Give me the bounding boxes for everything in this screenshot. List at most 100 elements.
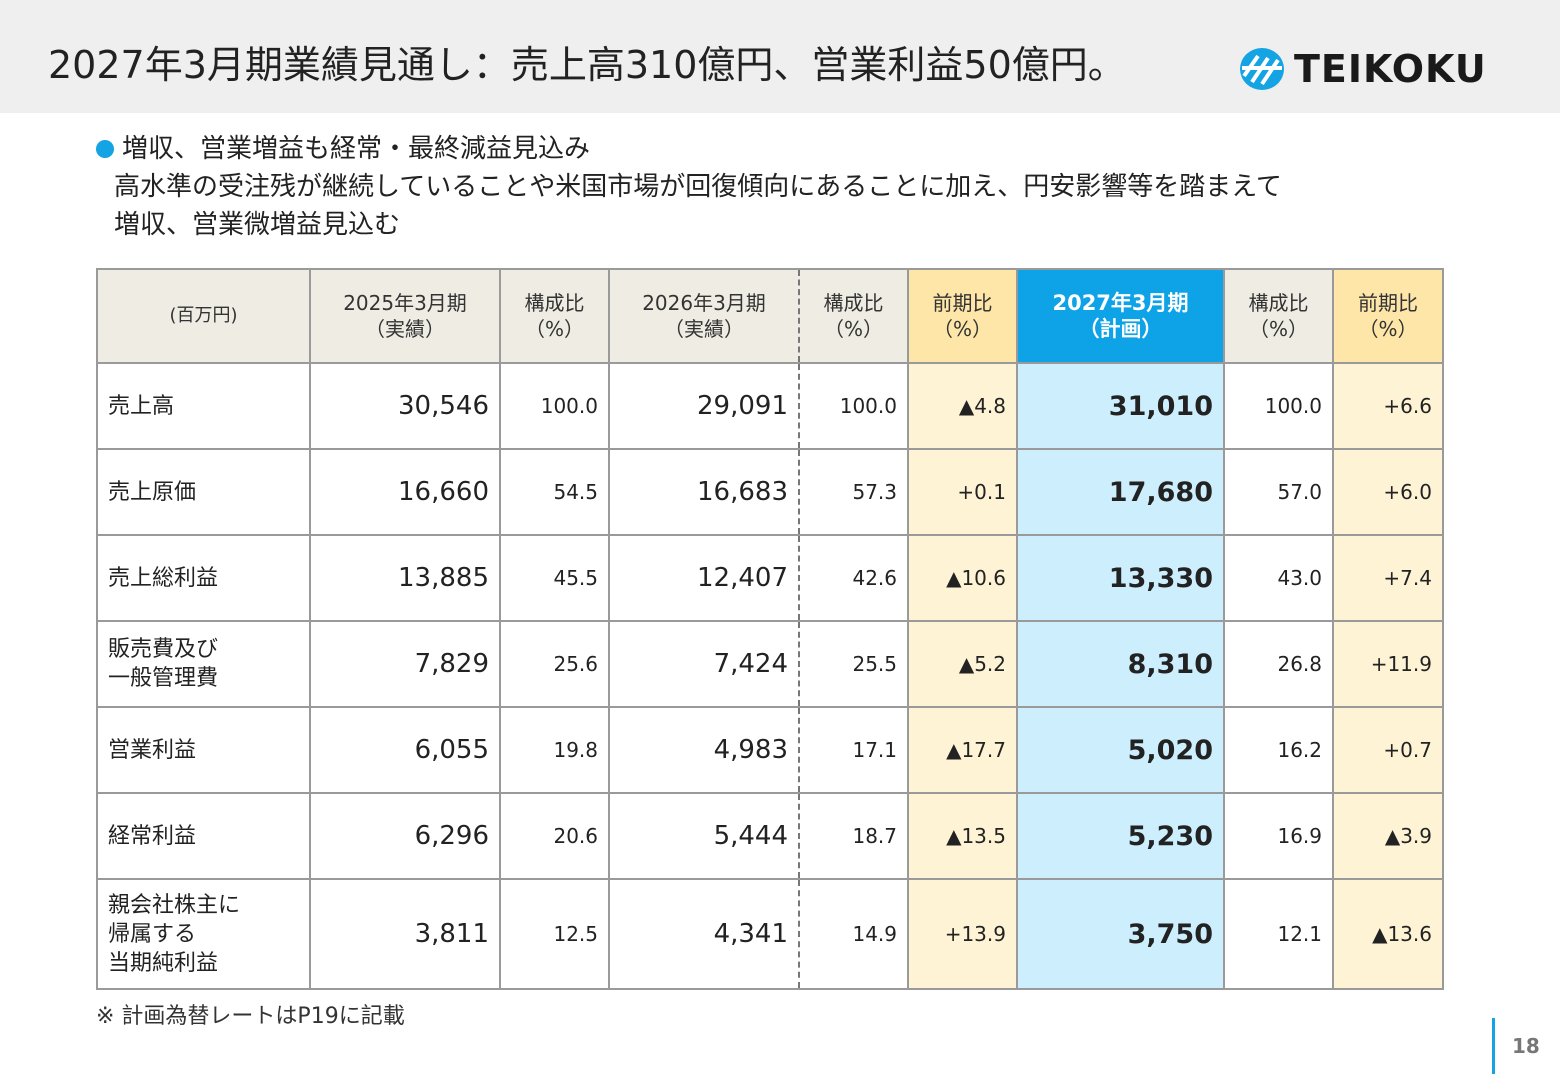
fy2025-cell: 13,885 xyxy=(309,534,501,622)
ratio-plan-cell: 12.1 xyxy=(1223,878,1334,990)
ratio-plan-cell: 16.9 xyxy=(1223,792,1334,880)
fy2026-header: 2026年3月期 （実績） xyxy=(608,268,800,364)
row-label: 経常利益 xyxy=(96,792,311,880)
ratio-2025-cell: 54.5 xyxy=(499,448,610,536)
ratio-2025-cell: 25.6 xyxy=(499,620,610,708)
yoy-2026-cell: +0.1 xyxy=(907,448,1018,536)
ratio-2025-header: 構成比 （%） xyxy=(499,268,610,364)
footnote: ※ 計画為替レートはP19に記載 xyxy=(96,1004,405,1029)
fy2025-header: 2025年3月期 （実績） xyxy=(309,268,501,364)
forecast-table: (百万円) 2025年3月期 （実績） 構成比 （%） 2026年3月期 （実績） 構… xyxy=(96,268,1444,990)
bullet-icon xyxy=(96,140,114,158)
fy2025-cell: 30,546 xyxy=(309,362,501,450)
summary-line-2: 増収、営業微増益見込む xyxy=(114,210,401,240)
row-label-line: 当期純利益 xyxy=(108,950,219,976)
fy2026-cell: 4,341 xyxy=(608,878,800,990)
slide-title: 2027年3月期業績見通し：売上高310億円、営業利益50億円。 xyxy=(48,43,1126,87)
row-label: 売上高 xyxy=(96,362,311,450)
row-label: 販売費及び一般管理費 xyxy=(96,620,311,708)
ratio-2026-cell: 100.0 xyxy=(798,362,909,450)
row-label-line: 売上原価 xyxy=(108,479,197,505)
yoy-plan-cell: +0.7 xyxy=(1332,706,1444,794)
yoy-plan-cell: ▲13.6 xyxy=(1332,878,1444,990)
table-row: 経常利益 6,296 20.6 5,444 18.7 ▲13.5 5,230 16.9 ▲3.9 xyxy=(96,792,1444,880)
fy2025-cell: 6,055 xyxy=(309,706,501,794)
ratio-2025-cell: 19.8 xyxy=(499,706,610,794)
ratio-plan-cell: 57.0 xyxy=(1223,448,1334,536)
yoy-plan-header: 前期比 （%） xyxy=(1332,268,1444,364)
plan-2027-cell: 13,330 xyxy=(1016,534,1225,622)
yoy-plan-cell: +6.6 xyxy=(1332,362,1444,450)
fy2026-cell: 29,091 xyxy=(608,362,800,450)
ratio-2026-cell: 42.6 xyxy=(798,534,909,622)
yoy-2026-cell: ▲17.7 xyxy=(907,706,1018,794)
ratio-2025-cell: 100.0 xyxy=(499,362,610,450)
ratio-plan-header: 構成比 （%） xyxy=(1223,268,1334,364)
ratio-plan-cell: 43.0 xyxy=(1223,534,1334,622)
fy2026-cell: 7,424 xyxy=(608,620,800,708)
summary-headline: 増収、営業増益も経常・最終減益見込み xyxy=(122,134,591,164)
row-label-line: 営業利益 xyxy=(108,737,197,763)
fy2026-cell: 16,683 xyxy=(608,448,800,536)
yoy-2026-cell: ▲13.5 xyxy=(907,792,1018,880)
plan-2027-cell: 5,230 xyxy=(1016,792,1225,880)
teikoku-logo-icon xyxy=(1240,48,1284,90)
yoy-2026-cell: ▲5.2 xyxy=(907,620,1018,708)
yoy-2026-header: 前期比 （%） xyxy=(907,268,1018,364)
fy2025-cell: 16,660 xyxy=(309,448,501,536)
fy2026-cell: 4,983 xyxy=(608,706,800,794)
ratio-2025-cell: 12.5 xyxy=(499,878,610,990)
row-label-line: 販売費及び xyxy=(108,637,219,662)
ratio-2026-cell: 17.1 xyxy=(798,706,909,794)
table-row: 売上原価 16,660 54.5 16,683 57.3 +0.1 17,680 57.0 +6… xyxy=(96,448,1444,536)
summary-line-1: 高水準の受注残が継続していることや米国市場が回復傾向にあることに加え、円安影響等… xyxy=(114,172,1282,202)
row-label-line: 経常利益 xyxy=(108,823,197,849)
row-label: 親会社株主に 帰属する当期純利益 xyxy=(96,878,311,990)
row-label: 営業利益 xyxy=(96,706,311,794)
yoy-plan-cell: +7.4 xyxy=(1332,534,1444,622)
plan-2027-cell: 8,310 xyxy=(1016,620,1225,708)
table-row: 売上総利益 13,885 45.5 12,407 42.6 ▲10.6 13,330 43.0… xyxy=(96,534,1444,622)
row-label-line: 親会社株主に xyxy=(108,892,241,918)
summary-headline-line: 増収、営業増益も経常・最終減益見込み xyxy=(96,130,1282,168)
ratio-plan-cell: 16.2 xyxy=(1223,706,1334,794)
plan-2027-cell: 3,750 xyxy=(1016,878,1225,990)
ratio-2025-cell: 20.6 xyxy=(499,792,610,880)
row-label-line: 売上総利益 xyxy=(108,565,219,591)
unit-header: (百万円) xyxy=(96,268,311,364)
ratio-2026-cell: 25.5 xyxy=(798,620,909,708)
plan-2027-cell: 17,680 xyxy=(1016,448,1225,536)
ratio-plan-cell: 100.0 xyxy=(1223,362,1334,450)
yoy-plan-cell: +11.9 xyxy=(1332,620,1444,708)
page-number: 18 xyxy=(1512,1034,1540,1058)
row-label-line: 売上高 xyxy=(108,393,175,419)
table-header-row: (百万円) 2025年3月期 （実績） 構成比 （%） 2026年3月期 （実績） 構… xyxy=(96,268,1444,364)
company-logo: TEIKOKU xyxy=(1238,44,1487,94)
slide-header: 2027年3月期業績見通し：売上高310億円、営業利益50億円。 TEIKOKU xyxy=(0,0,1560,113)
fy2026-cell: 5,444 xyxy=(608,792,800,880)
yoy-2026-cell: ▲4.8 xyxy=(907,362,1018,450)
table-row: 営業利益 6,055 19.8 4,983 17.1 ▲17.7 5,020 16.2 +0.7 xyxy=(96,706,1444,794)
ratio-2026-header: 構成比 （%） xyxy=(798,268,909,364)
table-row: 販売費及び 一般管理費 7,829 25.6 7,424 25.5 ▲5.2 8,310 26.… xyxy=(96,620,1444,708)
ratio-2026-cell: 57.3 xyxy=(798,448,909,536)
yoy-plan-cell: +6.0 xyxy=(1332,448,1444,536)
plan-2027-cell: 31,010 xyxy=(1016,362,1225,450)
table-row: 売上高 30,546 100.0 29,091 100.0 ▲4.8 31,010 100.0… xyxy=(96,362,1444,450)
fy2026-cell: 12,407 xyxy=(608,534,800,622)
fy2025-cell: 6,296 xyxy=(309,792,501,880)
logo-wordmark: TEIKOKU xyxy=(1294,47,1487,91)
fy2025-cell: 3,811 xyxy=(309,878,501,990)
yoy-2026-cell: ▲10.6 xyxy=(907,534,1018,622)
row-label-line: 帰属する xyxy=(108,921,197,947)
page-number-bar xyxy=(1492,1018,1495,1074)
summary-block: 増収、営業増益も経常・最終減益見込み 高水準の受注残が継続していることや米国市場… xyxy=(96,130,1282,244)
row-label-line: 一般管理費 xyxy=(108,666,219,691)
yoy-2026-cell: +13.9 xyxy=(907,878,1018,990)
yoy-plan-cell: ▲3.9 xyxy=(1332,792,1444,880)
row-label: 売上総利益 xyxy=(96,534,311,622)
ratio-plan-cell: 26.8 xyxy=(1223,620,1334,708)
ratio-2025-cell: 45.5 xyxy=(499,534,610,622)
ratio-2026-cell: 18.7 xyxy=(798,792,909,880)
fy2025-cell: 7,829 xyxy=(309,620,501,708)
